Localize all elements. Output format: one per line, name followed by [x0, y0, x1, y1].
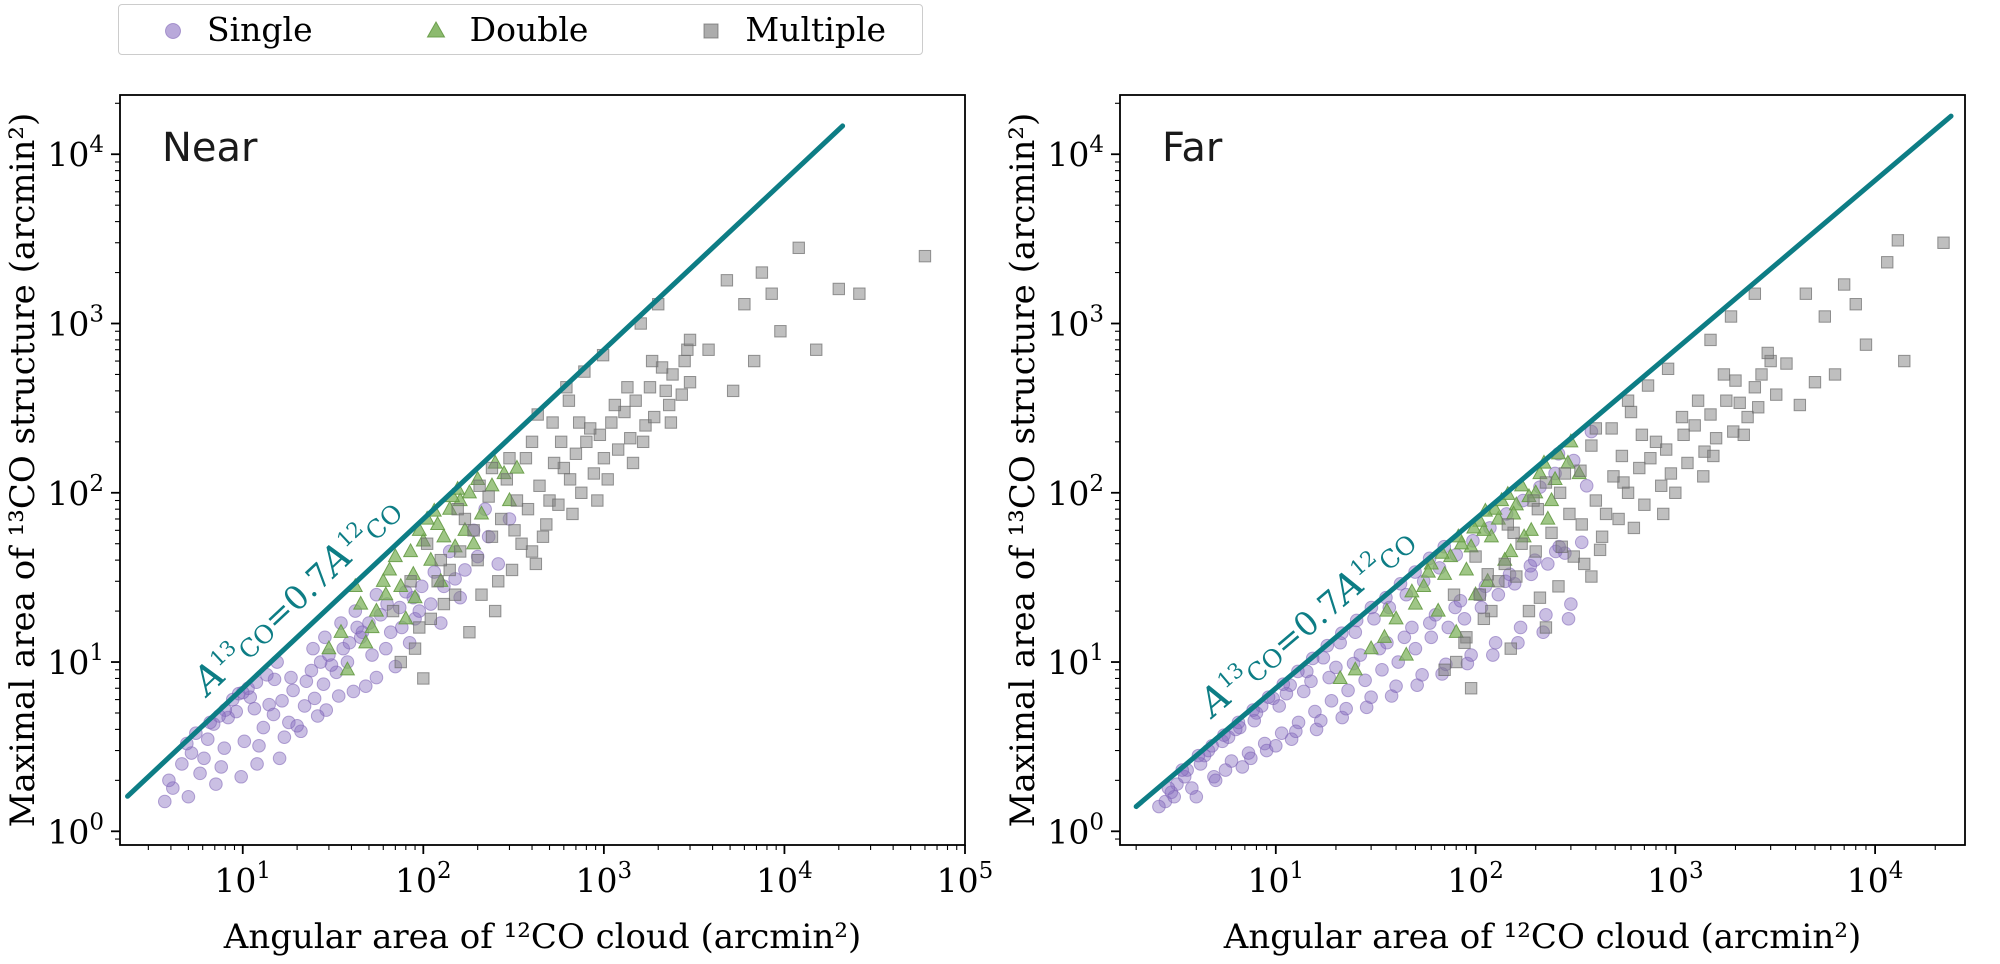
multiple-series-points [1438, 234, 1950, 695]
y-tick-label: 100 [47, 809, 104, 851]
single-series-points [157, 502, 517, 809]
panel-title: Near [162, 125, 258, 171]
y-tick-label: 102 [47, 471, 104, 513]
y-tick-label: 104 [47, 132, 104, 174]
y-axis-label: Maximal area of ¹³CO structure (arcmin²) [3, 113, 43, 828]
x-axis-label: Angular area of ¹²CO cloud (arcmin²) [1223, 917, 1861, 957]
y-tick-label: 101 [47, 640, 104, 682]
legend-item-single: Single [155, 10, 313, 49]
y-tick-label: 104 [1047, 132, 1104, 174]
x-tick-label: 103 [1647, 858, 1704, 900]
legend-item-label: Double [469, 10, 589, 49]
x-tick-label: 102 [1447, 858, 1504, 900]
x-axis-label: Angular area of ¹²CO cloud (arcmin²) [223, 917, 861, 957]
far-panel-chart: 101 102 103 104100101102103104A13CO=0.7A12C… [1003, 94, 1966, 957]
reference-line [1133, 113, 1954, 810]
reference-line [125, 123, 846, 799]
x-tick-label: 102 [395, 858, 452, 900]
y-axis-label: Maximal area of ¹³CO structure (arcmin²) [1003, 113, 1043, 828]
legend-item-label: Multiple [745, 10, 887, 49]
legend-item-double: Double [418, 10, 589, 49]
square-marker-icon [703, 23, 719, 38]
y-tick-label: 103 [1047, 302, 1104, 344]
x-tick-label: 103 [576, 858, 633, 900]
y-tick-label: 103 [47, 302, 104, 344]
y-tick-label: 102 [1047, 471, 1104, 513]
near-panel-chart: 101 102 103 104 105100101102103104A13CO=0.7A… [3, 94, 994, 957]
legend-item-multiple: Multiple [693, 10, 886, 49]
y-tick-label: 101 [1047, 640, 1104, 682]
x-tick-label: 104 [1847, 858, 1904, 900]
multiple-series-points [386, 241, 932, 685]
plot-border [119, 94, 966, 846]
y-tick-label: 100 [1047, 809, 1104, 851]
plot-border [1119, 94, 1966, 846]
x-tick-label: 101 [214, 858, 271, 900]
x-tick-label: 105 [937, 858, 994, 900]
x-tick-label: 104 [756, 858, 813, 900]
single-series-points [1152, 424, 1599, 814]
legend: Single Double Multiple [118, 4, 924, 55]
panel-title: Far [1162, 125, 1223, 171]
x-tick-label: 101 [1247, 858, 1304, 900]
triangle-marker-icon [426, 20, 445, 37]
legend-item-label: Single [207, 10, 313, 49]
circle-marker-icon [165, 22, 181, 39]
